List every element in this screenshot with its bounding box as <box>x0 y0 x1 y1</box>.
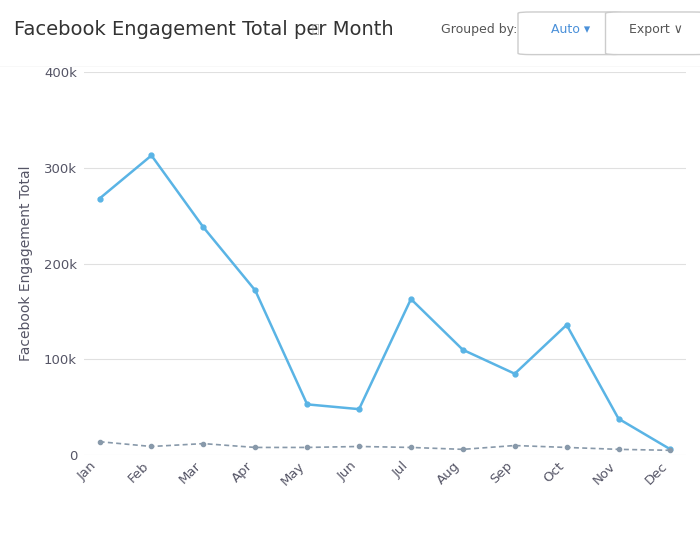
Kylie Cosmetics <box>303 401 312 408</box>
Competitor Average <box>458 446 467 453</box>
Competitor Average <box>147 443 155 450</box>
Kylie Cosmetics <box>458 346 467 353</box>
Kylie Cosmetics <box>615 415 623 422</box>
Competitor Average <box>303 444 312 451</box>
Text: Export ∨: Export ∨ <box>629 23 682 37</box>
Y-axis label: Facebook Engagement Total: Facebook Engagement Total <box>19 166 33 361</box>
Competitor Average <box>251 444 260 451</box>
Text: Auto ▾: Auto ▾ <box>551 23 590 37</box>
Kylie Cosmetics <box>510 370 519 377</box>
Kylie Cosmetics <box>147 152 155 159</box>
Competitor Average <box>615 446 623 453</box>
Line: Kylie Cosmetics: Kylie Cosmetics <box>97 153 673 452</box>
Kylie Cosmetics <box>407 296 415 302</box>
Line: Competitor Average: Competitor Average <box>97 440 673 452</box>
Kylie Cosmetics <box>562 321 570 328</box>
FancyBboxPatch shape <box>606 12 700 54</box>
Competitor Average <box>355 443 363 450</box>
Kylie Cosmetics <box>251 287 260 294</box>
Text: Facebook Engagement Total per Month: Facebook Engagement Total per Month <box>14 21 393 39</box>
Competitor Average <box>95 438 104 445</box>
Competitor Average <box>199 440 208 447</box>
Text: Grouped by:: Grouped by: <box>441 23 517 37</box>
Kylie Cosmetics <box>199 224 208 230</box>
Competitor Average <box>666 447 675 453</box>
Kylie Cosmetics <box>95 195 104 202</box>
Competitor Average <box>562 444 570 451</box>
FancyBboxPatch shape <box>518 12 623 54</box>
Text: ⓘ: ⓘ <box>312 23 319 37</box>
Kylie Cosmetics <box>666 446 675 453</box>
Competitor Average <box>407 444 415 451</box>
Kylie Cosmetics <box>355 406 363 412</box>
Competitor Average <box>510 442 519 449</box>
